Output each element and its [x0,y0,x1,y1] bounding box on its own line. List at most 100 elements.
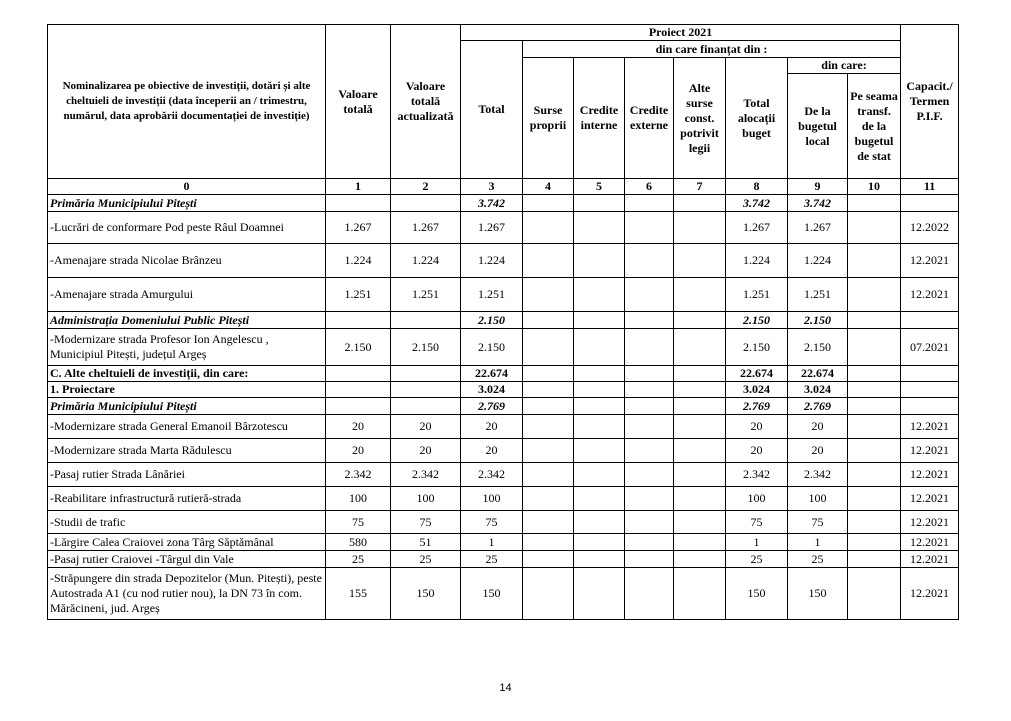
cell [624,381,674,398]
column-number: 7 [673,178,726,195]
cell [522,462,574,487]
header-cell: Total [460,40,523,179]
cell [673,510,726,534]
cell [522,550,574,568]
cell [846,438,902,463]
cell [673,277,726,312]
cell [624,414,674,439]
row-label: -Amenajare strada Nicolae Brânzeu [47,243,326,278]
cell: 2.150 [325,328,391,366]
cell: 12.2022 [900,211,960,244]
cell: 2.342 [725,462,788,487]
cell: 1.251 [325,277,391,312]
column-number: 11 [900,178,960,195]
cell [522,328,574,366]
cell: 3.024 [725,381,788,398]
cell [846,365,902,382]
cell: 1.267 [390,211,461,244]
cell: 22.674 [725,365,788,382]
cell [846,510,902,534]
table-row: -Modernizare strada General Emanoil Bârz… [47,414,960,439]
cell: 2.342 [787,462,848,487]
cell: 25 [325,550,391,568]
row-label: -Reabilitare infrastructură rutieră-stra… [47,486,326,511]
cell [673,567,726,620]
cell [846,311,902,329]
cell: 1.267 [787,211,848,244]
cell [522,533,574,551]
cell [522,277,574,312]
cell [522,567,574,620]
cell [624,567,674,620]
cell: 1 [787,533,848,551]
cell: 51 [390,533,461,551]
cell: 12.2021 [900,533,960,551]
cell [673,438,726,463]
column-number: 8 [725,178,788,195]
table-row: -Amenajare strada Amurgului 1.251 1.251 1.2… [47,277,960,312]
row-label: -Pasaj rutier Strada Lânăriei [47,462,326,487]
cell [846,550,902,568]
row-label: -Pasaj rutier Craiovei -Târgul din Vale [47,550,326,568]
cell [325,194,391,212]
cell: 100 [725,486,788,511]
cell [325,311,391,329]
cell: 100 [390,486,461,511]
table-row: Primăria Municipiului Pitești 2.769 2.769 2… [47,397,960,415]
table-row: -Modernizare strada Marta Rădulescu 20 20 2… [47,438,960,463]
cell [573,550,625,568]
cell [673,486,726,511]
row-label: Administrația Domeniului Public Pitești [47,311,326,329]
cell: 20 [460,414,523,439]
cell: 12.2021 [900,243,960,278]
column-number: 9 [787,178,848,195]
cell: 20 [460,438,523,463]
cell [624,550,674,568]
header-cell: Alte surse const. potrivit legii [673,57,726,179]
column-number-row: 0 1 2 3 4 5 6 7 8 9 10 11 [47,178,960,195]
investment-table: Nominalizarea pe obiective de investiții… [47,24,960,620]
cell: 580 [325,533,391,551]
row-label: -Amenajare strada Amurgului [47,277,326,312]
cell [673,533,726,551]
cell [573,211,625,244]
cell [624,194,674,212]
cell: 2.150 [725,328,788,366]
table-row: 1. Proiectare 3.024 3.024 3.024 [47,381,960,398]
cell [573,397,625,415]
cell: 2.769 [787,397,848,415]
cell: 22.674 [787,365,848,382]
cell: 20 [325,414,391,439]
table-body: 0 1 2 3 4 5 6 7 8 9 10 11 Primăria Municipiului Pite… [47,178,960,620]
cell [673,194,726,212]
cell [573,311,625,329]
cell [624,328,674,366]
cell [846,194,902,212]
cell: 12.2021 [900,414,960,439]
cell: 155 [325,567,391,620]
table-row: -Amenajare strada Nicolae Brânzeu 1.224 1.… [47,243,960,278]
cell: 2.342 [325,462,391,487]
cell: 150 [390,567,461,620]
cell [573,277,625,312]
cell: 1.267 [460,211,523,244]
table-row: -Lărgire Calea Craiovei zona Târg Săptăm… [47,533,960,551]
cell [673,328,726,366]
cell: 1.267 [325,211,391,244]
cell [522,365,574,382]
table-row: -Străpungere din strada Depozitelor (Mun… [47,567,960,620]
cell [573,462,625,487]
column-number: 5 [573,178,625,195]
row-label: -Lucrări de conformare Pod peste Râul Do… [47,211,326,244]
cell [624,243,674,278]
cell: 1.224 [390,243,461,278]
cell [522,397,574,415]
cell: 75 [787,510,848,534]
cell [522,414,574,439]
cell [624,397,674,415]
row-label: Primăria Municipiului Pitești [47,397,326,415]
cell [522,510,574,534]
cell: 2.342 [390,462,461,487]
header-cell: Credite interne [573,57,625,179]
cell: 12.2021 [900,462,960,487]
